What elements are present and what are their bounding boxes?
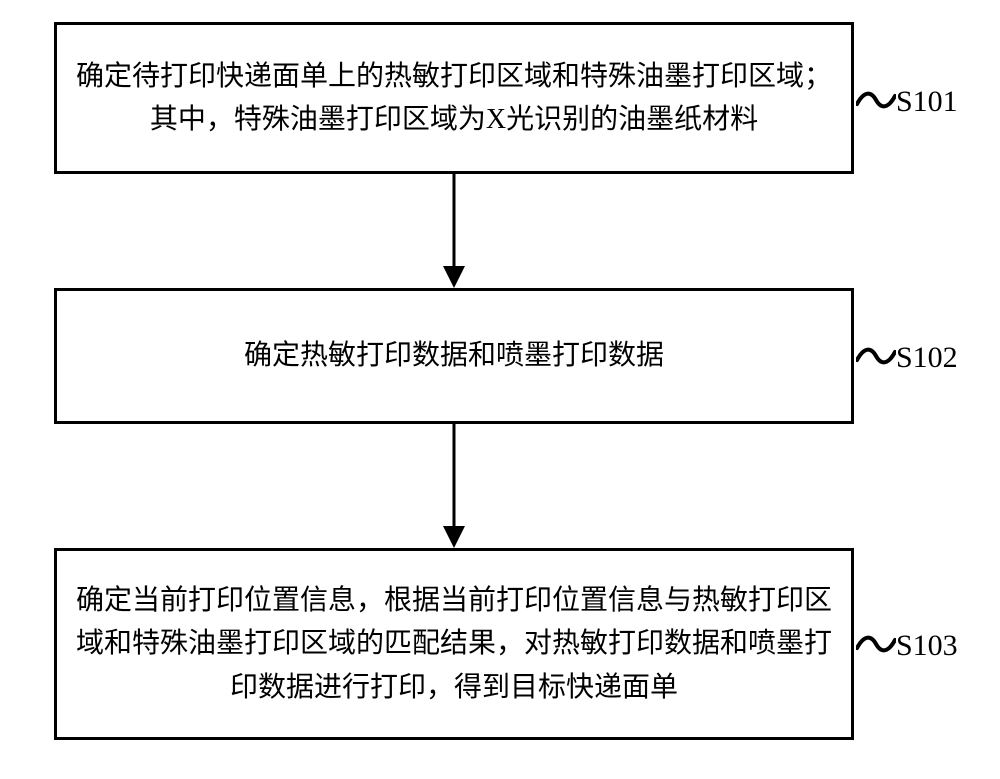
connector-tilde-s103 (856, 632, 896, 656)
flow-node-s103-text: 确定当前打印位置信息，根据当前打印位置信息与热敏打印区域和特殊油墨打印区域的匹配… (75, 579, 833, 709)
flow-edge-s102-s103 (440, 424, 468, 548)
flow-node-s101-text: 确定待打印快递面单上的热敏打印区域和特殊油墨打印区域；其中，特殊油墨打印区域为X… (75, 55, 833, 142)
flow-node-s102-text: 确定热敏打印数据和喷墨打印数据 (244, 334, 664, 377)
connector-tilde-s102 (856, 344, 896, 368)
connector-tilde-s101 (856, 88, 896, 112)
flow-label-s102: S102 (896, 341, 958, 375)
flowchart-canvas: 确定待打印快递面单上的热敏打印区域和特殊油墨打印区域；其中，特殊油墨打印区域为X… (0, 0, 1000, 779)
flow-node-s102: 确定热敏打印数据和喷墨打印数据 (54, 288, 854, 424)
flow-node-s103: 确定当前打印位置信息，根据当前打印位置信息与热敏打印区域和特殊油墨打印区域的匹配… (54, 548, 854, 740)
flow-label-s101: S101 (896, 85, 958, 119)
flow-edge-s101-s102 (440, 174, 468, 288)
flow-node-s101: 确定待打印快递面单上的热敏打印区域和特殊油墨打印区域；其中，特殊油墨打印区域为X… (54, 22, 854, 174)
flow-label-s103: S103 (896, 629, 958, 663)
